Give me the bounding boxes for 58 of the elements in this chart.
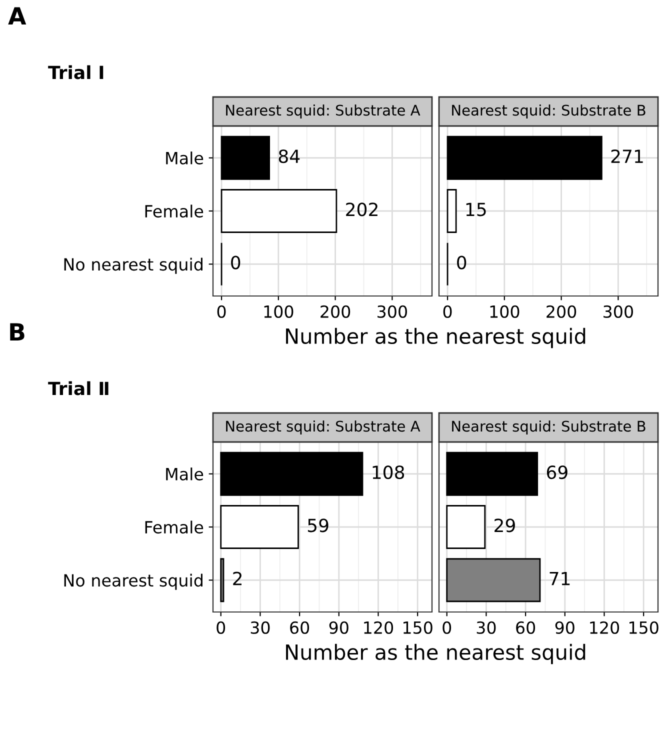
x-tick-label: 30 (476, 621, 496, 634)
x-tick-label: 60 (290, 621, 310, 634)
x-tick-label: 30 (250, 621, 270, 634)
text: A (8, 7, 26, 25)
bar (446, 136, 602, 180)
x-tick-label: 150 (630, 621, 658, 634)
x-tick-label: 120 (364, 621, 394, 634)
x-tick-label: 200 (546, 305, 576, 318)
chart-title: Nearest squid: Substrate A (226, 104, 420, 119)
bar (446, 452, 538, 496)
bar (446, 558, 541, 602)
data-label: 29 (494, 518, 515, 532)
x-tick-label: 150 (404, 621, 432, 634)
x-tick-label: 90 (555, 621, 574, 634)
x-tick-label: 100 (490, 305, 520, 318)
data-label: 0 (231, 256, 240, 270)
y-tick-label: Male (166, 468, 204, 480)
x-tick-label: 200 (320, 305, 350, 318)
data-label: 15 (466, 202, 486, 216)
data-label: 271 (611, 149, 643, 163)
x-tick-label: 120 (590, 621, 620, 634)
text: Trial Ⅱ (48, 381, 108, 396)
x-tick-label: 300 (604, 305, 633, 318)
bar (446, 189, 457, 233)
chart-title: Nearest squid: Substrate B (452, 104, 646, 119)
y-tick-label: No nearest squid (64, 258, 202, 274)
data-label: 2 (233, 572, 242, 586)
bar (220, 136, 270, 180)
x-tick-label: 0 (442, 621, 452, 634)
x-tick-label: 100 (264, 305, 294, 318)
text: B (10, 323, 24, 341)
x-tick-label: 90 (329, 621, 348, 634)
bar (220, 452, 364, 496)
bar (220, 189, 338, 233)
text: Trial Ⅰ (48, 65, 104, 80)
x-axis-title: Number as the nearest squid (286, 644, 586, 664)
data-label: 84 (278, 149, 300, 164)
bar (220, 558, 224, 602)
data-label: 59 (308, 518, 328, 532)
data-label: 108 (372, 465, 404, 480)
bar (446, 505, 486, 549)
x-tick-label: 0 (443, 305, 452, 318)
x-tick-label: 60 (516, 621, 536, 634)
data-label: 71 (550, 572, 570, 586)
x-tick-label: 300 (378, 305, 407, 318)
data-label: 202 (346, 202, 378, 216)
bar (220, 505, 299, 549)
y-tick-label: Male (166, 152, 204, 164)
data-label: 69 (546, 465, 568, 480)
x-tick-label: 0 (217, 305, 226, 318)
x-tick-label: 0 (216, 621, 226, 634)
chart-title: Nearest squid: Substrate B (452, 420, 646, 435)
x-axis-title: Number as the nearest squid (286, 328, 586, 348)
data-label: 0 (457, 256, 466, 270)
chart-title: Nearest squid: Substrate A (226, 420, 420, 435)
y-tick-label: No nearest squid (64, 574, 202, 590)
y-tick-label: Female (145, 204, 204, 218)
y-tick-label: Female (145, 520, 204, 534)
